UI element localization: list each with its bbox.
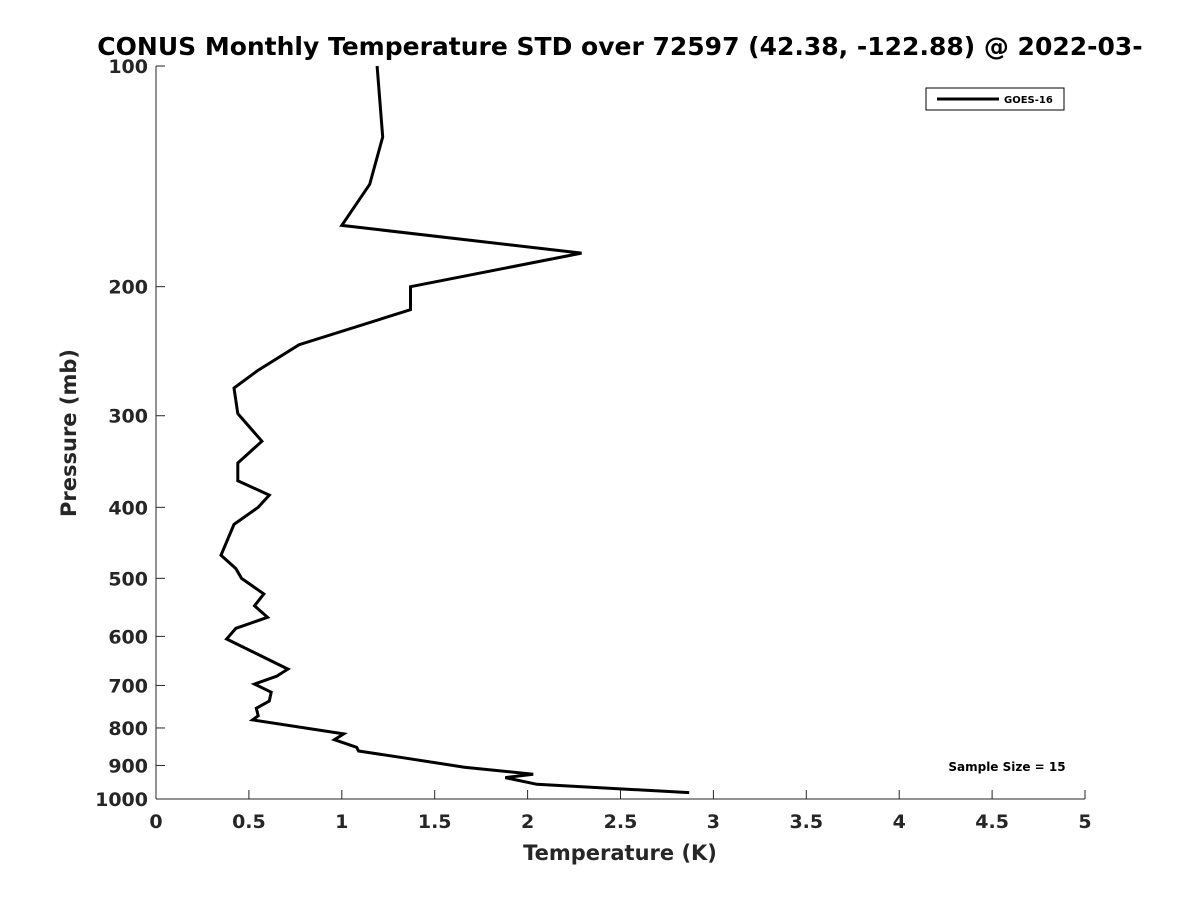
x-tick-label: 2.5 <box>604 811 638 833</box>
series-line-goes-16 <box>219 65 690 795</box>
y-tick-label: 200 <box>108 277 148 299</box>
axes: 0 0.5 1 1.5 2 2.5 3 3.5 4 4.5 5 100 200 300 400 500 600 7… <box>95 56 1092 833</box>
y-tick-label: 300 <box>108 406 148 428</box>
series-layer <box>219 65 690 795</box>
y-tick-label: 1000 <box>95 789 148 811</box>
x-tick-label: 1.5 <box>418 811 452 833</box>
x-tick-label: 4 <box>893 811 906 833</box>
y-axis-label: Pressure (mb) <box>57 349 81 517</box>
y-tick-label: 800 <box>108 718 148 740</box>
y-tick-label: 900 <box>108 755 148 777</box>
y-tick-label: 500 <box>108 568 148 590</box>
x-tick-label: 3 <box>707 811 720 833</box>
y-tick-label: 400 <box>108 497 148 519</box>
x-tick-label: 0.5 <box>232 811 266 833</box>
x-tick-label: 0 <box>149 811 162 833</box>
x-axis-label: Temperature (K) <box>523 841 717 865</box>
sample-size-annotation: Sample Size = 15 <box>948 760 1065 774</box>
x-tick-label: 3.5 <box>789 811 823 833</box>
x-tick-label: 4.5 <box>975 811 1009 833</box>
chart-title: CONUS Monthly Temperature STD over 72597… <box>97 32 1142 61</box>
x-tick-label: 1 <box>335 811 348 833</box>
y-tick-label: 700 <box>108 675 148 697</box>
legend: GOES-16 <box>925 87 1065 111</box>
y-tick-label: 100 <box>108 56 148 78</box>
y-tick-label: 600 <box>108 626 148 648</box>
x-tick-label: 5 <box>1078 811 1091 833</box>
x-tick-label: 2 <box>521 811 534 833</box>
legend-label: GOES-16 <box>1004 95 1053 106</box>
